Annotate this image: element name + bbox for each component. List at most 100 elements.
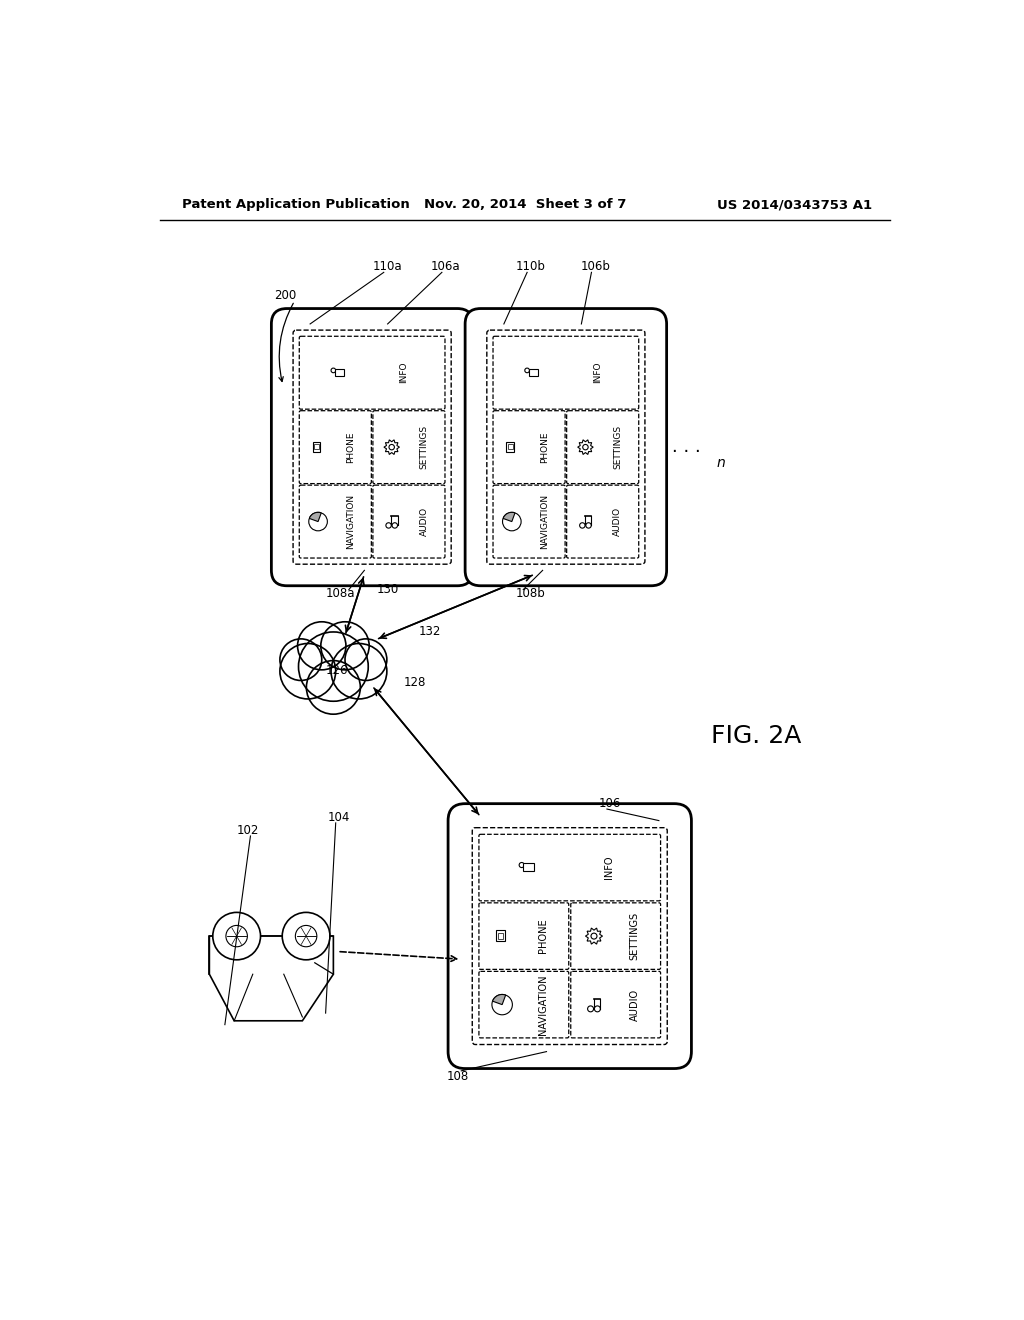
Text: 106b: 106b [581,260,610,273]
Text: FIG. 2A: FIG. 2A [711,723,801,748]
Text: 108b: 108b [516,587,546,601]
Polygon shape [586,928,602,944]
Text: AUDIO: AUDIO [420,507,429,536]
Circle shape [226,925,248,946]
Wedge shape [503,512,515,521]
Text: INFO: INFO [593,362,602,384]
Bar [498,933,503,939]
Circle shape [503,512,521,531]
Polygon shape [578,440,593,454]
Text: SETTINGS: SETTINGS [420,425,429,469]
Text: 200: 200 [274,289,297,302]
Circle shape [586,523,591,528]
Circle shape [280,639,322,681]
FancyBboxPatch shape [299,337,445,409]
Text: 110b: 110b [516,260,546,273]
Text: INFO: INFO [399,362,408,384]
Text: 106a: 106a [431,260,461,273]
Bar [335,368,344,376]
Circle shape [283,912,330,960]
FancyBboxPatch shape [373,411,445,483]
Circle shape [321,622,370,669]
Circle shape [306,660,360,714]
Circle shape [588,1006,594,1012]
Text: NAVIGATION: NAVIGATION [540,494,549,549]
Text: . . .: . . . [672,438,700,457]
Text: 132: 132 [419,626,441,639]
Polygon shape [209,936,334,1020]
Bar [312,442,321,451]
FancyBboxPatch shape [373,486,445,558]
Text: SETTINGS: SETTINGS [613,425,623,469]
Circle shape [280,644,336,700]
Text: 102: 102 [237,824,259,837]
Bar [507,442,514,451]
Bar [528,368,538,376]
Polygon shape [384,440,399,454]
Circle shape [492,994,512,1015]
Text: 108: 108 [446,1069,469,1082]
Text: Patent Application Publication: Patent Application Publication [182,198,410,211]
FancyBboxPatch shape [493,337,639,409]
Text: NAVIGATION: NAVIGATION [346,494,355,549]
Bar [497,931,505,941]
Circle shape [298,622,346,669]
Circle shape [295,925,316,946]
Circle shape [299,632,369,701]
FancyBboxPatch shape [472,828,668,1044]
FancyBboxPatch shape [299,486,372,558]
Circle shape [580,523,585,528]
FancyBboxPatch shape [570,972,660,1038]
Text: 110a: 110a [373,260,402,273]
Circle shape [309,512,328,531]
Text: PHONE: PHONE [346,432,355,463]
FancyBboxPatch shape [479,972,568,1038]
Bar [314,444,318,449]
FancyBboxPatch shape [570,903,660,969]
Text: 108a: 108a [326,587,355,601]
Text: PHONE: PHONE [540,432,549,463]
Text: US 2014/0343753 A1: US 2014/0343753 A1 [717,198,872,211]
Bar [523,863,534,871]
FancyBboxPatch shape [493,486,565,558]
Text: NAVIGATION: NAVIGATION [538,974,548,1035]
FancyBboxPatch shape [293,330,452,564]
Text: INFO: INFO [604,855,614,879]
Circle shape [386,523,391,528]
Text: SETTINGS: SETTINGS [630,912,640,960]
Wedge shape [493,994,506,1005]
Wedge shape [309,512,322,521]
Text: 104: 104 [328,810,350,824]
Text: PHONE: PHONE [538,919,548,953]
FancyBboxPatch shape [479,903,568,969]
FancyBboxPatch shape [566,411,639,483]
FancyBboxPatch shape [299,411,372,483]
Circle shape [331,368,336,372]
Text: AUDIO: AUDIO [613,507,623,536]
Circle shape [213,912,260,960]
FancyBboxPatch shape [493,411,565,483]
FancyBboxPatch shape [465,309,667,586]
Circle shape [519,862,524,867]
Circle shape [392,523,397,528]
FancyBboxPatch shape [566,486,639,558]
Text: 128: 128 [403,676,426,689]
Text: n: n [717,455,726,470]
Text: 130: 130 [377,583,398,597]
Circle shape [594,1006,600,1012]
Circle shape [591,933,597,939]
Circle shape [583,445,588,450]
Circle shape [524,368,529,372]
FancyBboxPatch shape [479,834,660,900]
Text: Nov. 20, 2014  Sheet 3 of 7: Nov. 20, 2014 Sheet 3 of 7 [424,198,626,211]
Text: 106: 106 [599,797,622,810]
Circle shape [331,644,387,700]
FancyBboxPatch shape [271,309,473,586]
Text: 126: 126 [326,664,348,677]
Circle shape [389,445,394,450]
Circle shape [345,639,387,681]
FancyBboxPatch shape [449,804,691,1069]
FancyBboxPatch shape [486,330,645,564]
Bar [508,444,513,449]
Text: AUDIO: AUDIO [630,989,640,1020]
